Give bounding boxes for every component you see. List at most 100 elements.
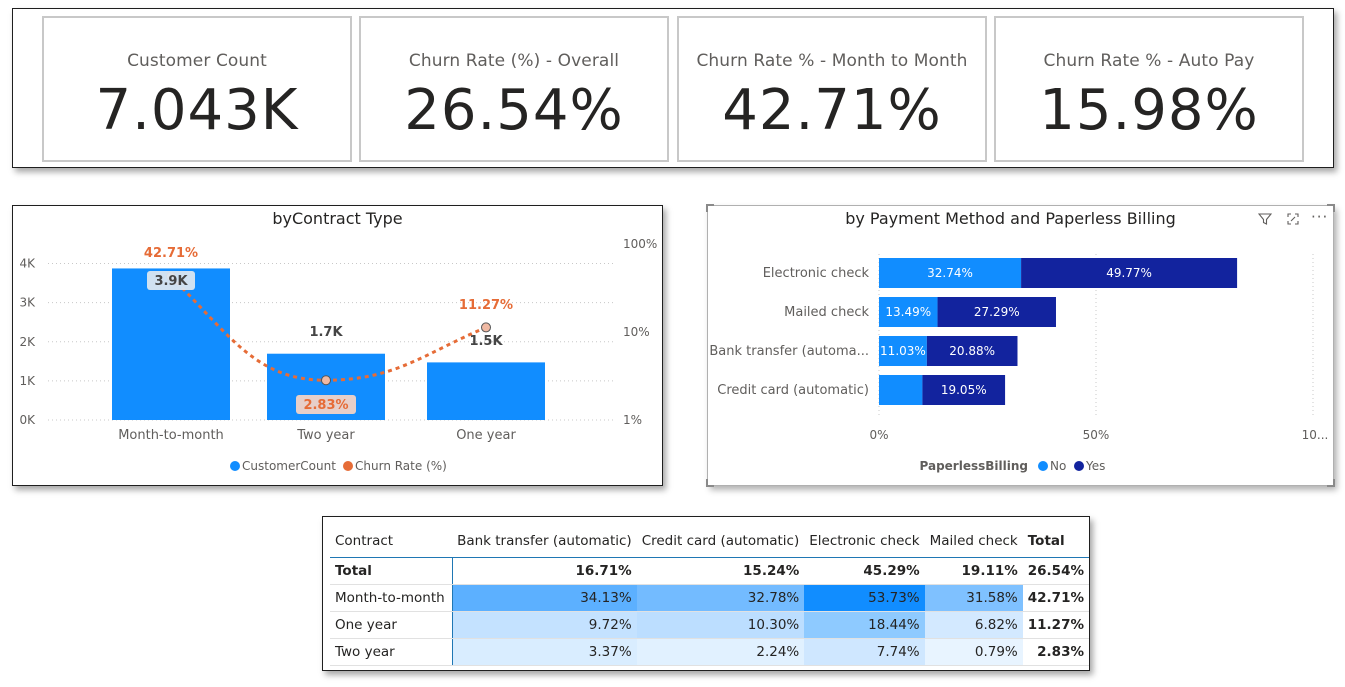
y-axis-tick: 3K [19,296,36,310]
bar-segment-yes [922,375,1006,405]
header-credit-card[interactable]: Credit card (automatic) [636,525,805,558]
data-label-background [296,395,356,414]
bar-data-label: 1.7K [309,325,343,340]
resize-handle-top-right[interactable] [1327,204,1335,212]
churn-rate-point [481,322,491,333]
kpi-label: Customer Count [127,51,267,71]
matrix-panel[interactable]: Contract Bank transfer (automatic) Credi… [322,516,1090,671]
table-row: One year 9.72% 10.30% 18.44% 6.82% 11.27% [330,611,1089,639]
table-row: Month-to-month 34.13% 32.78% 53.73% 31.58% 42… [330,584,1089,612]
contract-chart-panel[interactable]: byContract Type 0K 1K 2K 3K 4K 1% 10% 100% Month… [12,205,663,486]
kpi-label: Churn Rate % - Auto Pay [1043,51,1255,71]
y2-axis-tick: 100% [623,237,657,251]
kpi-card-customer-count[interactable]: Customer Count 7.043K [42,16,352,162]
bar-customer-count [112,268,230,420]
matrix-cell[interactable]: 3.37% [452,638,637,666]
legend-label: CustomerCount [242,459,336,473]
y-axis-category: Mailed check [784,305,869,320]
matrix-cell[interactable]: 31.58% [924,584,1023,612]
y2-axis-tick: 1% [623,413,642,427]
matrix-cell[interactable]: 15.24% [636,557,805,585]
kpi-card-churn-month-to-month[interactable]: Churn Rate % - Month to Month 42.71% [677,16,987,162]
x-axis-category: Month-to-month [118,428,224,443]
kpi-value: 7.043K [95,78,299,143]
bar-data-label: 1.5K [469,334,503,349]
bar-data-label: 3.9K [154,274,188,289]
bar-segment-no [879,297,938,327]
row-total-cell[interactable]: 26.54% [1022,557,1089,585]
filter-icon[interactable] [1257,212,1273,230]
payment-chart-panel[interactable]: by Payment Method and Paperless Billing … [706,204,1335,487]
y-axis-category: Credit card (automatic) [717,383,869,398]
bar-data-label: 32.74% [927,266,973,280]
y-axis-tick: 4K [19,257,36,271]
x-axis-tick: 0% [869,428,888,442]
bar-data-label: 49.77% [1106,266,1152,280]
matrix-cell[interactable]: 0.79% [924,638,1023,666]
kpi-card-churn-overall[interactable]: Churn Rate (%) - Overall 26.54% [359,16,669,162]
matrix-cell[interactable]: 9.72% [452,611,637,639]
kpi-card-churn-auto-pay[interactable]: Churn Rate % - Auto Pay 15.98% [994,16,1304,162]
header-total[interactable]: Total [1022,525,1089,558]
legend-marker-customer-count [230,461,240,471]
matrix-cell[interactable]: 45.29% [804,557,925,585]
header-electronic-check[interactable]: Electronic check [804,525,925,558]
bar-data-label: 13.49% [885,305,931,319]
legend-label: Yes [1085,459,1105,473]
matrix-header-row: Contract Bank transfer (automatic) Credi… [330,525,1089,558]
x-axis-tick: 10... [1302,428,1329,442]
matrix-cell[interactable]: 10.30% [636,611,805,639]
kpi-value: 42.71% [722,78,942,143]
table-row: Two year 3.37% 2.24% 7.74% 0.79% 2.83% [330,638,1089,666]
resize-handle-bottom-right[interactable] [1327,479,1335,487]
payment-chart: 0% 50% 10... Electronic check 32.74% 49.77% Ma… [709,254,1329,473]
more-options-icon[interactable]: ··· [1311,208,1329,226]
resize-handle-bottom-left[interactable] [706,479,714,487]
row-label[interactable]: Two year [330,638,453,666]
matrix-cell[interactable]: 53.73% [804,584,925,612]
header-bank-transfer[interactable]: Bank transfer (automatic) [452,525,637,558]
bar-segment-no [879,336,927,366]
bar-data-label: 11.03% [880,344,926,358]
resize-handle-top-left[interactable] [706,204,714,212]
matrix-cell[interactable]: 18.44% [804,611,925,639]
y2-axis-tick: 10% [623,325,650,339]
line-data-label: 11.27% [459,298,513,313]
x-axis-category: One year [456,428,516,443]
chart-title: by Payment Method and Paperless Billing [845,209,1176,228]
matrix-cell[interactable]: 16.71% [452,557,637,585]
kpi-value: 26.54% [404,78,624,143]
table-row: Total 16.71% 15.24% 45.29% 19.11% 26.54% [330,557,1089,585]
bar-segment-yes [1021,258,1238,288]
header-mailed-check[interactable]: Mailed check [924,525,1023,558]
matrix-cell[interactable]: 2.24% [636,638,805,666]
kpi-label: Churn Rate % - Month to Month [696,51,968,71]
header-contract[interactable]: Contract [330,525,453,558]
row-label[interactable]: Total [330,557,453,585]
matrix-cell[interactable]: 34.13% [452,584,637,612]
churn-rate-point [321,375,331,386]
row-total-cell[interactable]: 42.71% [1022,584,1089,612]
row-label[interactable]: One year [330,611,453,639]
matrix-cell[interactable]: 32.78% [636,584,805,612]
legend-marker-churn-rate [343,461,353,471]
row-label[interactable]: Month-to-month [330,584,453,612]
bar-segment-yes [926,336,1018,366]
row-total-cell[interactable]: 11.27% [1022,611,1089,639]
legend-title: PaperlessBilling [920,459,1029,473]
matrix-cell[interactable]: 6.82% [924,611,1023,639]
y-axis-tick: 0K [19,413,36,427]
focus-mode-icon[interactable] [1286,212,1300,230]
chart-title: byContract Type [272,209,403,228]
bar-segment-no [879,375,923,405]
y-axis-category: Electronic check [763,266,870,281]
bar-segment-no [879,258,1022,288]
legend-label: No [1050,459,1066,473]
matrix-cell[interactable]: 7.74% [804,638,925,666]
legend-marker-no [1038,461,1048,471]
row-total-cell[interactable]: 2.83% [1022,638,1089,666]
bar-data-label: 20.88% [949,344,995,358]
kpi-value: 15.98% [1039,78,1259,143]
data-label-background [147,271,195,290]
matrix-cell[interactable]: 19.11% [924,557,1023,585]
